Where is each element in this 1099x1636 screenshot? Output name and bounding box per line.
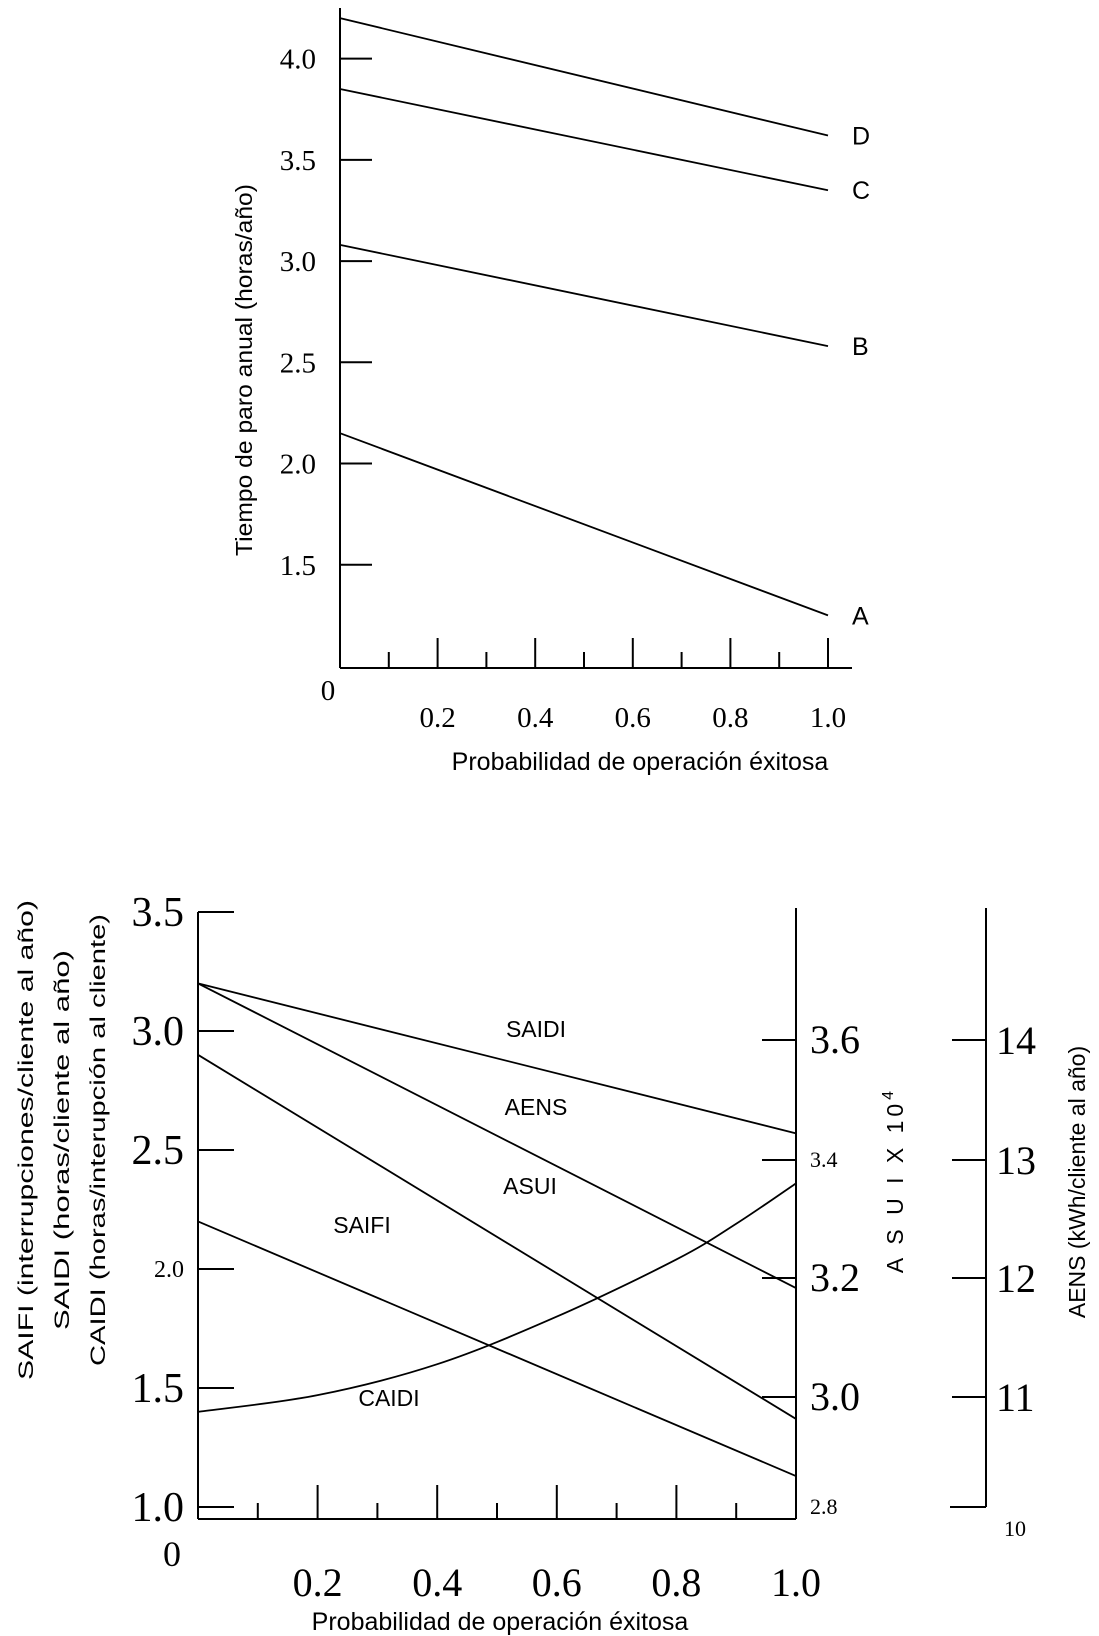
chart2-series-label-saifi: SAIFI bbox=[333, 1212, 391, 1238]
chart2-y-tick-label-1-0: 1.0 bbox=[132, 1485, 185, 1531]
chart2-x-tick-marks: 0.2 0.4 0.6 0.8 1.0 bbox=[256, 1485, 821, 1605]
chart-2: 1.0 1.5 2.0 2.5 3.0 3.5 0.2 0.4 0.6 0.8 1.0 2.8 3.… bbox=[15, 890, 1090, 1636]
chart2-x-tick-label-1-0: 1.0 bbox=[771, 1560, 821, 1605]
chart1-y-tick-label-3-5: 3.5 bbox=[280, 145, 316, 177]
chart2-asui-tick-label-2-8: 2.8 bbox=[810, 1494, 838, 1519]
chart2-aens-tick-label-12: 12 bbox=[996, 1256, 1036, 1301]
chart2-series-line-saifi bbox=[197, 1220, 797, 1477]
chart1-y-axis-title: Tiempo de paro anual (horas/año) bbox=[231, 184, 257, 556]
chart2-y-tick-label-3-5: 3.5 bbox=[132, 890, 185, 936]
chart1-x-tick-label-0-4: 0.4 bbox=[517, 702, 554, 734]
chart2-aens-axis-title: AENS (kWh/cliente al año) bbox=[1064, 1046, 1090, 1318]
chart-1: 1.52.02.53.03.54.0 0.2 0.4 0.6 0.8 1.0 ABCD … bbox=[231, 8, 870, 776]
chart2-aens-tick-label-10: 10 bbox=[1004, 1516, 1026, 1541]
chart2-series-line-saidi bbox=[197, 982, 797, 1135]
chart2-origin-label: 0 bbox=[163, 1534, 181, 1574]
chart2-x-axis-title: Probabilidad de operación éxitosa bbox=[312, 1608, 689, 1636]
chart1-y-tick-label-1-5: 1.5 bbox=[280, 550, 316, 582]
chart1-series-line-d bbox=[339, 17, 829, 137]
chart2-y-tick-label-3-0: 3.0 bbox=[132, 1009, 185, 1055]
chart2-x-tick-label-0-6: 0.6 bbox=[532, 1560, 582, 1605]
chart2-asui-ticks: 2.8 3.0 3.2 3.4 3.6 bbox=[762, 1017, 860, 1519]
chart2-asui-tick-label-3-0: 3.0 bbox=[810, 1374, 860, 1419]
chart2-y-tick-marks: 1.0 1.5 2.0 2.5 3.0 3.5 bbox=[132, 890, 234, 1531]
chart1-x-tick-label-0-8: 0.8 bbox=[712, 702, 748, 734]
chart2-series-line-asui bbox=[197, 1054, 797, 1420]
chart1-y-tick-label-2-5: 2.5 bbox=[280, 347, 316, 379]
chart1-series-label-a: A bbox=[852, 602, 869, 630]
chart2-series-label-aens: AENS bbox=[505, 1094, 568, 1120]
chart1-x-tick-label-0-6: 0.6 bbox=[615, 702, 651, 734]
chart2-aens-ticks: 10 11 12 13 14 bbox=[952, 1018, 1036, 1541]
chart2-series-label-saidi: SAIDI bbox=[506, 1016, 566, 1042]
chart2-y-tick-label-2-5: 2.5 bbox=[132, 1128, 185, 1174]
chart1-series-label-c: C bbox=[852, 177, 870, 205]
chart2-x-tick-label-0-2: 0.2 bbox=[293, 1560, 343, 1605]
chart2-aens-tick-label-14: 14 bbox=[996, 1018, 1036, 1063]
chart1-series-line-a bbox=[339, 432, 829, 617]
chart2-y-tick-label-1-5: 1.5 bbox=[132, 1366, 185, 1412]
chart2-x-tick-label-0-8: 0.8 bbox=[651, 1560, 701, 1605]
chart1-series-label-b: B bbox=[852, 333, 869, 361]
chart2-asui-tick-label-3-6: 3.6 bbox=[810, 1017, 860, 1062]
chart1-y-tick-label-4-0: 4.0 bbox=[280, 44, 316, 76]
chart2-y-axis-title-caidi: CAIDI (horas/interupción al cliente) bbox=[87, 914, 110, 1366]
chart2-x-tick-label-0-4: 0.4 bbox=[412, 1560, 462, 1605]
chart2-y-tick-label-2-0: 2.0 bbox=[154, 1257, 184, 1283]
chart2-aens-tick-label-13: 13 bbox=[996, 1138, 1036, 1183]
chart2-series-line-aens bbox=[197, 982, 797, 1289]
chart2-y-axis-title-saidi: SAIDI (horas/cliente al año) bbox=[51, 950, 74, 1330]
chart1-x-axis-title: Probabilidad de operación éxitosa bbox=[452, 748, 829, 776]
chart2-series-line-caidi bbox=[197, 1182, 797, 1413]
chart2-series: SAIDI AENS ASUI SAIFI CAIDI bbox=[197, 982, 797, 1477]
chart1-y-tick-label-3-0: 3.0 bbox=[280, 246, 316, 278]
chart1-y-tick-label-2-0: 2.0 bbox=[280, 449, 316, 481]
chart1-y-tick-marks: 1.5 2.0 2.5 3.0 3.5 4.0 bbox=[280, 44, 372, 582]
chart2-y-axis-title-saifi: SAIFI (interrupciones/cliente al año) bbox=[15, 900, 38, 1380]
chart2-asui-tick-label-3-4: 3.4 bbox=[810, 1147, 838, 1172]
chart1-origin-label: 0 bbox=[321, 675, 336, 707]
chart2-series-label-asui: ASUI bbox=[503, 1173, 557, 1199]
chart1-series-label-d: D bbox=[852, 123, 870, 151]
asui-label: A S U I X 10 bbox=[882, 1100, 908, 1273]
chart1-x-tick-marks: 0.2 0.4 0.6 0.8 1.0 bbox=[387, 638, 846, 734]
chart1-x-tick-label-0-2: 0.2 bbox=[419, 702, 455, 734]
chart2-series-label-caidi: CAIDI bbox=[358, 1385, 419, 1411]
chart2-aens-tick-label-11: 11 bbox=[996, 1375, 1035, 1420]
chart2-asui-axis-title: A S U I X 104 bbox=[880, 1091, 908, 1273]
chart1-x-tick-label-1-0: 1.0 bbox=[810, 702, 846, 734]
asui-exponent: 4 bbox=[880, 1091, 897, 1100]
chart1-series: A B CD bbox=[339, 17, 870, 630]
chart1-series-line-b bbox=[339, 243, 829, 347]
chart1-series-line-c bbox=[339, 88, 829, 192]
chart2-asui-tick-label-3-2: 3.2 bbox=[810, 1255, 860, 1300]
